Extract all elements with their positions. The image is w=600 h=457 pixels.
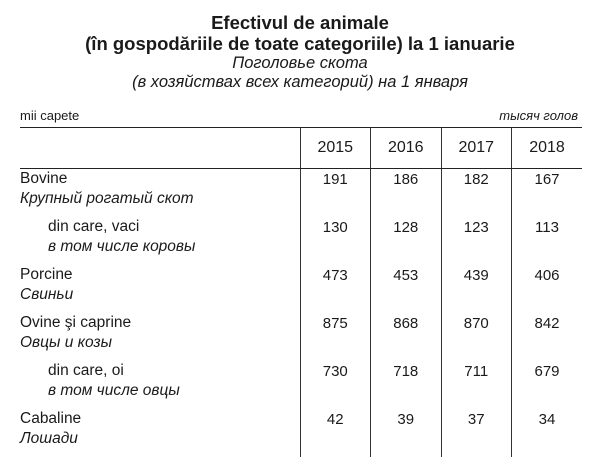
table-cell: 406 (511, 265, 582, 313)
table-cell: 191 (299, 168, 371, 217)
row-label: din care, vaci в том числе коровы (20, 217, 300, 265)
header-year: 2015 (299, 127, 371, 169)
header-year: 2016 (370, 127, 441, 169)
table-row: Cabaline Лошади 42 39 37 34 (20, 409, 582, 457)
header-year: 2017 (440, 127, 512, 169)
row-label: din care, oi в том числе овцы (20, 361, 300, 409)
table-cell: 439 (440, 265, 512, 313)
table-cell: 167 (511, 168, 582, 217)
page-title-ru: Поголовье скота (232, 54, 368, 72)
page-title: Efectivul de animale (211, 12, 389, 33)
units-label-ro: mii capete (20, 108, 80, 123)
page-subtitle-ru: (в хозяйствах всех категорий) на 1 январ… (132, 73, 468, 91)
table-cell: 113 (511, 217, 582, 265)
table-cell: 870 (440, 313, 512, 361)
table-cell: 186 (370, 168, 441, 217)
table-cell: 718 (370, 361, 441, 409)
table-cell: 182 (440, 168, 512, 217)
row-label-ro: din care, oi (48, 362, 124, 379)
page-subtitle: (în gospodăriile de toate categoriile) l… (85, 33, 515, 54)
table-row: din care, vaci в том числе коровы 130 12… (20, 217, 582, 265)
header-label-cell (20, 127, 300, 169)
row-label-ru: Свиньи (20, 286, 74, 303)
table-header-row: 2015 2016 2017 2018 (20, 127, 582, 169)
row-label: Ovine şi caprine Овцы и козы (20, 313, 300, 361)
table-cell: 711 (440, 361, 512, 409)
row-label: Bovine Крупный рогатый скот (20, 169, 300, 218)
table-cell: 34 (511, 409, 582, 457)
row-label-ro: Ovine şi caprine (20, 314, 132, 331)
row-label-ro: din care, vaci (48, 218, 140, 235)
table-row: Porcine Свиньи 473 453 439 406 (20, 265, 582, 313)
table-row: din care, oi в том числе овцы 730 718 71… (20, 361, 582, 409)
table-row: Ovine şi caprine Овцы и козы 875 868 870… (20, 313, 582, 361)
row-label-ro: Bovine (20, 170, 68, 187)
row-label-ro: Cabaline (20, 410, 82, 427)
row-label-ru: в том числе коровы (48, 238, 196, 255)
livestock-table: 2015 2016 2017 2018 Bovine Крупный рогат… (20, 127, 582, 457)
header-year: 2018 (511, 127, 582, 169)
table-cell: 39 (370, 409, 441, 457)
row-label: Porcine Свиньи (20, 265, 300, 313)
table-cell: 37 (440, 409, 512, 457)
table-cell: 679 (511, 361, 582, 409)
table-row: Bovine Крупный рогатый скот 191 186 182 … (20, 168, 582, 218)
table-cell: 128 (370, 217, 441, 265)
row-label-ru: Овцы и козы (20, 334, 113, 351)
table-cell: 473 (299, 265, 371, 313)
table-cell: 123 (440, 217, 512, 265)
units-label-ru: тысяч голов (499, 108, 578, 123)
table-cell: 875 (299, 313, 371, 361)
row-label-ru: Лошади (20, 430, 78, 447)
table-cell: 130 (299, 217, 371, 265)
row-label: Cabaline Лошади (20, 409, 300, 457)
row-label-ru: Крупный рогатый скот (20, 190, 194, 207)
table-cell: 42 (299, 409, 371, 457)
row-label-ro: Porcine (20, 266, 73, 283)
table-cell: 730 (299, 361, 371, 409)
title-block: Efectivul de animale (în gospodăriile de… (0, 12, 600, 92)
table-cell: 842 (511, 313, 582, 361)
table-cell: 868 (370, 313, 441, 361)
row-label-ru: в том числе овцы (48, 382, 180, 399)
table-cell: 453 (370, 265, 441, 313)
